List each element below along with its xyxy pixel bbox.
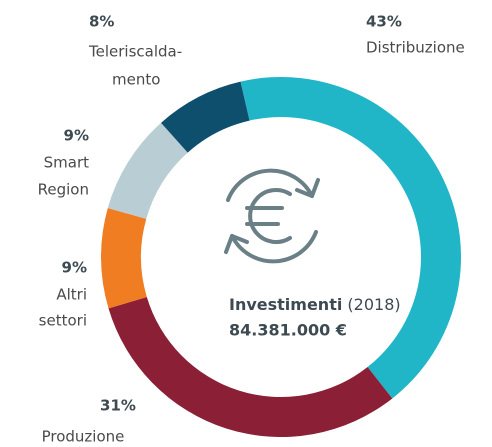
donut-segment [101,207,147,309]
center-year: (2018) [347,295,400,314]
category-label: settori [39,312,87,330]
donut-segment [107,122,188,219]
category-label: Distribuzione [366,39,465,57]
category-label: Altri [56,286,87,304]
percent-label: 9% [62,259,87,277]
category-label: Region [38,181,89,199]
category-label: mento [112,71,160,89]
donut-segment [240,77,462,399]
donut-segment [161,81,250,153]
currency-icon [224,168,320,264]
center-label: Investimenti (2018) [229,295,401,314]
percent-label: 9% [64,127,89,145]
center-title: Investimenti [229,295,342,314]
percent-label: 31% [100,397,136,415]
percent-label: 43% [366,13,402,31]
donut-segment [108,296,393,438]
category-label: Teleriscalda- [88,43,182,61]
category-label: Smart [44,154,89,172]
category-label: Produzione [42,428,125,446]
center-total: 84.381.000 € [229,321,347,340]
percent-label: 8% [89,13,114,31]
